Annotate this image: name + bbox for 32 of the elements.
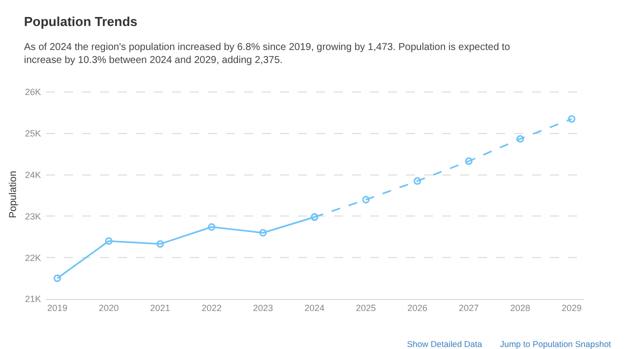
y-tick-label: 24K (24, 170, 41, 180)
point (568, 115, 576, 123)
point (516, 135, 524, 143)
y-axis-title: Population (8, 170, 19, 218)
x-tick-label: 2021 (150, 302, 170, 313)
point (208, 223, 216, 231)
x-tick-label: 2027 (458, 302, 479, 313)
point (105, 237, 112, 245)
x-tick-label: 2024 (304, 302, 325, 313)
x-tick-label: 2020 (98, 302, 119, 313)
y-tick-label: 23K (24, 211, 41, 222)
x-tick-label: 2028 (510, 302, 530, 313)
point (465, 157, 473, 165)
x-tick-label: 2025 (356, 302, 376, 313)
point (259, 229, 267, 237)
y-tick-label: 21K (24, 294, 41, 304)
x-tick-label: 2026 (407, 302, 428, 313)
point (156, 240, 164, 248)
text: Show Detailed Data (407, 339, 482, 349)
text: Jump to Population Snapshot (500, 339, 612, 349)
point (414, 177, 422, 185)
point (54, 274, 62, 282)
x-tick-label: 2023 (253, 302, 274, 313)
chart-title: Population Trends (24, 14, 138, 29)
y-tick-label: 22K (24, 252, 41, 263)
y-tick-label: 26K (24, 87, 41, 98)
y-tick-label: 25K (24, 128, 41, 139)
point (362, 196, 370, 204)
x-tick-label: 2019 (47, 302, 68, 313)
x-tick-label: 2029 (562, 302, 582, 313)
chart-subtitle: As of 2024 the region's population increased by 6.8% since 2019, growing by 1,473. Population is expected to increase by 10.3% between 2024 and 2029, adding 2,375. (24, 42, 511, 66)
x-tick-label: 2022 (202, 302, 222, 313)
